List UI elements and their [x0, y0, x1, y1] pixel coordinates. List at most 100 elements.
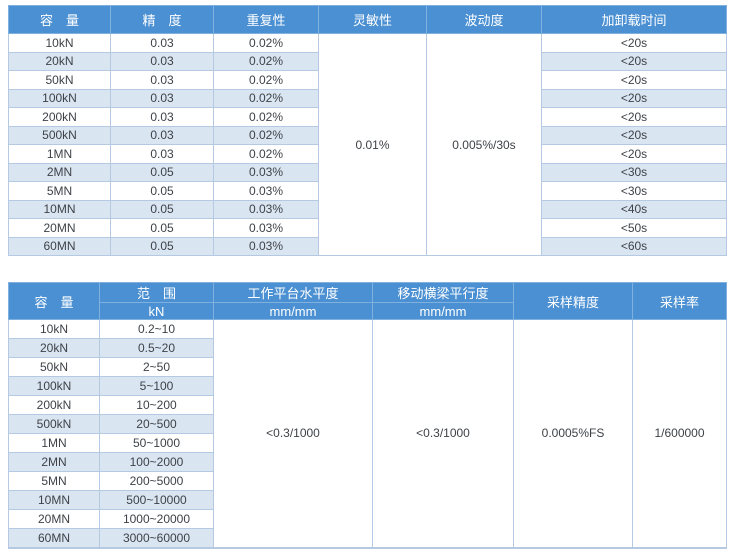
- table-row: 50kN 0.03 0.02% <20s: [8, 70, 727, 90]
- platform-levelness-merged-cell: <0.3/1000: [213, 319, 373, 548]
- repeatability-cell: 0.03%: [213, 199, 319, 219]
- precision-cell: 0.03: [110, 88, 214, 108]
- crosshead-parallelism-merged-cell: <0.3/1000: [372, 319, 514, 548]
- capacity-cell: 500kN: [8, 414, 100, 434]
- repeatability-cell: 0.02%: [213, 33, 319, 53]
- repeatability-cell: 0.02%: [213, 88, 319, 108]
- load-unload-time-cell: <50s: [541, 218, 727, 238]
- capacity-cell: 200kN: [8, 107, 111, 127]
- load-unload-time-cell: <20s: [541, 70, 727, 90]
- capacity-cell: 10kN: [8, 33, 111, 53]
- repeatability-cell: 0.02%: [213, 144, 319, 164]
- capacity-cell: 10kN: [8, 319, 100, 339]
- sensitivity-merged-cell: 0.01%: [318, 33, 427, 256]
- range-cell: 20~500: [99, 414, 214, 434]
- range-cell: 50~1000: [99, 433, 214, 453]
- col-subheader-range-unit: kN: [99, 302, 214, 320]
- table-row: 500kN 20~500: [8, 414, 727, 434]
- col-subheader-crosshead-parallelism-unit: mm/mm: [372, 302, 514, 320]
- table-row: 20MN 0.05 0.03% <50s: [8, 218, 727, 238]
- precision-cell: 0.05: [110, 199, 214, 219]
- table-row: 60MN 0.05 0.03% <60s: [8, 236, 727, 256]
- capacity-cell: 20MN: [8, 218, 111, 238]
- capacity-cell: 20MN: [8, 509, 100, 529]
- capacity-cell: 500kN: [8, 125, 111, 145]
- table-row: 1MN 50~1000: [8, 433, 727, 453]
- capacity-cell: 20kN: [8, 51, 111, 71]
- table-row: 500kN 0.03 0.02% <20s: [8, 125, 727, 145]
- range-sampling-specs-table: 容 量 范 围 工作平台水平度 移动横梁平行度 采样精度 采样率 kN mm/m…: [8, 282, 727, 549]
- precision-cell: 0.03: [110, 144, 214, 164]
- fluctuation-merged-cell: 0.005%/30s: [426, 33, 542, 256]
- table-row: 10MN 0.05 0.03% <40s: [8, 199, 727, 219]
- range-cell: 100~2000: [99, 452, 214, 472]
- table-row: 10kN 0.03 0.02% 0.01% 0.005%/30s <20s: [8, 33, 727, 256]
- col-header-load-unload-time: 加卸载时间: [541, 5, 727, 34]
- load-unload-time-cell: <20s: [541, 88, 727, 108]
- sampling-rate-merged-cell: 1/600000: [632, 319, 727, 548]
- capacity-cell: 200kN: [8, 395, 100, 415]
- capacity-cell: 2MN: [8, 452, 100, 472]
- capacity-cell: 2MN: [8, 162, 111, 182]
- table-row: 5MN 200~5000: [8, 471, 727, 491]
- sampling-accuracy-merged-cell: 0.0005%FS: [513, 319, 633, 548]
- range-cell: 1000~20000: [99, 509, 214, 529]
- load-unload-time-cell: <20s: [541, 33, 727, 53]
- load-unload-time-cell: <20s: [541, 107, 727, 127]
- repeatability-cell: 0.03%: [213, 218, 319, 238]
- accuracy-specs-table: 容 量 精 度 重复性 灵敏性 波动度 加卸载时间 10kN 0.03 0.02…: [8, 5, 727, 256]
- table-row: 100kN 0.03 0.02% <20s: [8, 88, 727, 108]
- capacity-cell: 10MN: [8, 490, 100, 510]
- col-subheader-platform-levelness-unit: mm/mm: [213, 302, 373, 320]
- precision-cell: 0.05: [110, 236, 214, 256]
- repeatability-cell: 0.02%: [213, 70, 319, 90]
- capacity-cell: 50kN: [8, 357, 100, 377]
- col-header-fluctuation: 波动度: [426, 5, 542, 34]
- capacity-cell: 100kN: [8, 376, 100, 396]
- table1-header-row: 容 量 精 度 重复性 灵敏性 波动度 加卸载时间: [8, 5, 727, 34]
- range-cell: 5~100: [99, 376, 214, 396]
- range-cell: 10~200: [99, 395, 214, 415]
- precision-cell: 0.03: [110, 107, 214, 127]
- range-cell: 0.2~10: [99, 319, 214, 339]
- col-header-range: 范 围: [99, 282, 214, 303]
- load-unload-time-cell: <20s: [541, 144, 727, 164]
- range-cell: 500~10000: [99, 490, 214, 510]
- repeatability-cell: 0.03%: [213, 181, 319, 201]
- repeatability-cell: 0.02%: [213, 125, 319, 145]
- load-unload-time-cell: <20s: [541, 125, 727, 145]
- col-header-sampling-accuracy: 采样精度: [513, 282, 633, 320]
- load-unload-time-cell: <20s: [541, 51, 727, 71]
- col-header-precision: 精 度: [110, 5, 214, 34]
- repeatability-cell: 0.03%: [213, 236, 319, 256]
- precision-cell: 0.03: [110, 33, 214, 53]
- table-row: 20MN 1000~20000: [8, 509, 727, 529]
- repeatability-cell: 0.03%: [213, 162, 319, 182]
- range-cell: 2~50: [99, 357, 214, 377]
- col-header-repeatability: 重复性: [213, 5, 319, 34]
- capacity-cell: 1MN: [8, 433, 100, 453]
- precision-cell: 0.05: [110, 181, 214, 201]
- col-header-capacity: 容 量: [8, 5, 111, 34]
- table-row: 2MN 100~2000: [8, 452, 727, 472]
- col-header-sampling-rate: 采样率: [632, 282, 727, 320]
- table-row: 20kN 0.03 0.02% <20s: [8, 51, 727, 71]
- capacity-cell: 60MN: [8, 528, 100, 548]
- table-row: 20kN 0.5~20: [8, 338, 727, 358]
- table-row: 5MN 0.05 0.03% <30s: [8, 181, 727, 201]
- table2-header-row-1: 容 量 范 围 工作平台水平度 移动横梁平行度 采样精度 采样率: [8, 282, 727, 320]
- precision-cell: 0.03: [110, 125, 214, 145]
- range-cell: 200~5000: [99, 471, 214, 491]
- range-cell: 3000~60000: [99, 528, 214, 548]
- table-row: 10kN 0.2~10 <0.3/1000 <0.3/1000 0.0005%F…: [8, 319, 727, 548]
- load-unload-time-cell: <40s: [541, 199, 727, 219]
- capacity-cell: 1MN: [8, 144, 111, 164]
- capacity-cell: 60MN: [8, 236, 111, 256]
- capacity-cell: 50kN: [8, 70, 111, 90]
- table-row: 2MN 0.05 0.03% <30s: [8, 162, 727, 182]
- capacity-cell: 5MN: [8, 471, 100, 491]
- capacity-cell: 100kN: [8, 88, 111, 108]
- precision-cell: 0.05: [110, 218, 214, 238]
- col-header-capacity: 容 量: [8, 282, 100, 320]
